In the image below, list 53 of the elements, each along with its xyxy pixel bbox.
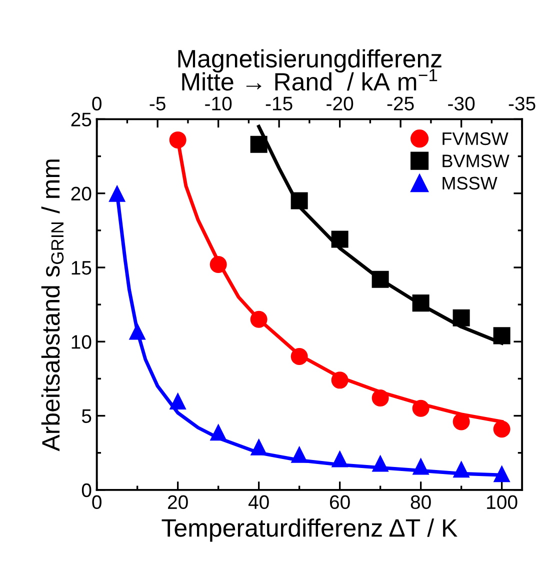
point	[128, 322, 146, 340]
point	[250, 136, 268, 153]
x-tick-label: 0	[92, 495, 102, 510]
point	[290, 192, 308, 210]
y-tick-label: 25	[71, 112, 92, 126]
x2-tick-label: 0	[92, 96, 102, 110]
point	[250, 310, 268, 328]
y-axis-title: Arbeitsabstand s$_{GRIN}$ / mm	[41, 160, 64, 452]
legend-label: MSSW	[442, 176, 498, 190]
x2-tick-label: -30	[448, 96, 475, 110]
x2-tick-label: -25	[387, 96, 414, 110]
point	[412, 294, 430, 312]
x2-tick-label: -5	[150, 96, 166, 110]
y-tick-label: 20	[71, 186, 92, 201]
point	[493, 420, 510, 438]
point	[169, 392, 186, 410]
point	[331, 230, 348, 248]
point	[452, 413, 470, 430]
x2-tick-label: -35	[508, 96, 536, 110]
x-tick-label: 20	[168, 495, 188, 510]
x-axis-title: Temperaturdifferenz ΔT / K	[162, 518, 458, 542]
point	[331, 372, 348, 389]
x-tick-label: 40	[248, 495, 269, 510]
x-tick-label: 80	[410, 495, 431, 510]
point	[169, 131, 186, 148]
x-tick-label: 60	[330, 495, 350, 510]
point	[372, 389, 389, 406]
point	[412, 400, 430, 417]
x2-axis-title: Magnetisierungdifferenz Mitte → Rand / kA m$^{−1}$	[178, 49, 442, 91]
x-tick-label: 100	[487, 495, 518, 510]
point	[452, 309, 470, 326]
point	[250, 438, 268, 456]
point	[210, 424, 227, 441]
x2-tick-label: -15	[266, 96, 292, 110]
point	[493, 327, 510, 344]
point	[290, 446, 308, 463]
point	[412, 458, 430, 475]
y-tick-label: 0	[82, 483, 92, 498]
y-tick-label: 15	[72, 261, 92, 275]
point	[372, 270, 389, 288]
point	[210, 256, 227, 274]
point	[452, 460, 470, 478]
point	[331, 450, 348, 468]
point	[372, 454, 389, 472]
legend-label: FVMSW	[442, 132, 508, 146]
x2-tick-label: -20	[326, 96, 354, 110]
legend-label: BVMSW	[442, 154, 510, 168]
point	[493, 465, 510, 482]
x2-tick-label: -10	[205, 96, 232, 110]
y-tick-label: 5	[82, 409, 92, 424]
point	[108, 184, 126, 202]
y-tick-label: 10	[72, 335, 92, 349]
point	[290, 348, 308, 365]
